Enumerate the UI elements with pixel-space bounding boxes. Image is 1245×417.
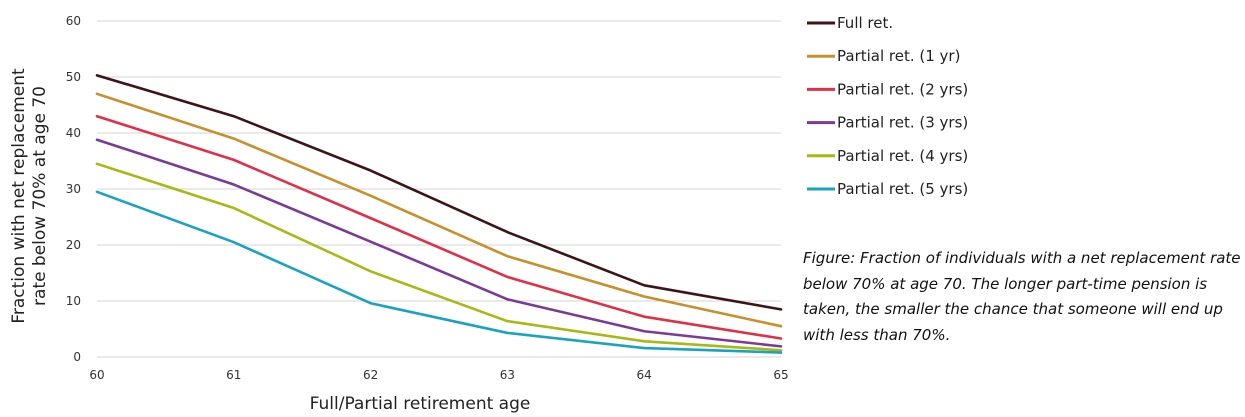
y-tick-40: 40: [66, 126, 81, 140]
series-lines: [95, 74, 783, 354]
x-tick-64: 64: [637, 368, 652, 382]
y-tick-20: 20: [66, 238, 81, 252]
series-line-1: [95, 74, 783, 311]
y-tick-30: 30: [66, 182, 81, 196]
x-tick-labels: 60 61 62 63 64 65: [89, 368, 788, 382]
legend-label-1: Full ret.: [837, 14, 893, 32]
legend-label-4: Partial ret. (3 yrs): [837, 114, 968, 132]
series-line-6: [95, 190, 783, 354]
gridlines: [97, 20, 781, 358]
series-line-5: [95, 162, 783, 352]
x-tick-65: 65: [773, 368, 788, 382]
y-tick-0: 0: [73, 350, 81, 364]
legend-label-3: Partial ret. (2 yrs): [837, 80, 968, 98]
legend-label-2: Partial ret. (1 yr): [837, 47, 960, 65]
y-tick-60: 60: [66, 14, 81, 28]
x-axis-title: Full/Partial retirement age: [310, 394, 531, 414]
y-tick-50: 50: [66, 70, 81, 84]
legend-label-5: Partial ret. (4 yrs): [837, 147, 968, 165]
x-tick-63: 63: [500, 368, 515, 382]
figure-caption: Figure: Fraction of individuals with a n…: [803, 249, 1241, 344]
y-axis-title-line-2: rate below 70% at age 70: [30, 86, 50, 306]
legend-label-6: Partial ret. (5 yrs): [837, 180, 968, 198]
x-tick-61: 61: [226, 368, 241, 382]
series-line-2: [95, 92, 783, 328]
y-axis-title-line-1: Fraction with net replacement: [9, 68, 29, 324]
x-tick-62: 62: [363, 368, 378, 382]
y-tick-labels: 0 10 20 30 40 50 60: [66, 14, 81, 364]
legend: Full ret. Partial ret. (1 yr) Partial ret.…: [807, 14, 968, 198]
x-tick-60: 60: [89, 368, 104, 382]
y-tick-10: 10: [66, 294, 81, 308]
series-line-3: [95, 114, 783, 340]
series-line-4: [95, 138, 783, 348]
